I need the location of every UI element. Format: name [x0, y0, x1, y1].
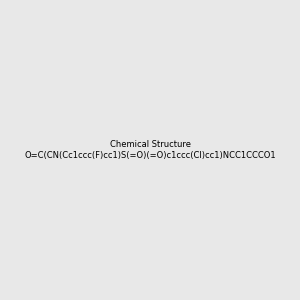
- Text: Chemical Structure
O=C(CN(Cc1ccc(F)cc1)S(=O)(=O)c1ccc(Cl)cc1)NCC1CCCO1: Chemical Structure O=C(CN(Cc1ccc(F)cc1)S…: [24, 140, 276, 160]
